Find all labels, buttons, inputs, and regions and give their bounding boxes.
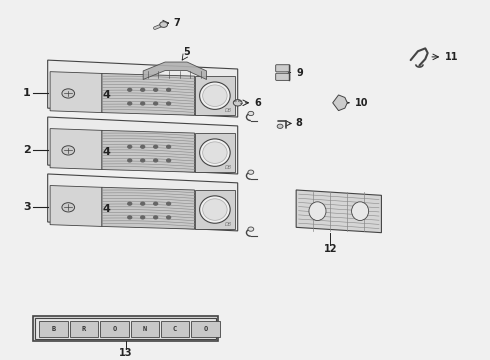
Circle shape — [248, 227, 254, 231]
Circle shape — [141, 216, 145, 219]
Bar — [35, 319, 216, 339]
Polygon shape — [333, 95, 347, 111]
Circle shape — [128, 216, 132, 219]
Polygon shape — [195, 76, 235, 115]
Text: DB: DB — [224, 165, 231, 170]
Text: 8: 8 — [295, 118, 302, 129]
Circle shape — [154, 89, 158, 91]
Circle shape — [141, 202, 145, 205]
Circle shape — [248, 170, 254, 174]
Bar — [100, 320, 128, 337]
Bar — [70, 320, 98, 337]
Circle shape — [167, 216, 171, 219]
Text: 6: 6 — [255, 98, 262, 108]
Polygon shape — [102, 130, 195, 172]
Circle shape — [154, 145, 158, 148]
Text: 13: 13 — [119, 348, 132, 357]
Polygon shape — [48, 60, 238, 117]
Text: N: N — [143, 326, 147, 332]
Text: 3: 3 — [23, 202, 30, 212]
Ellipse shape — [199, 196, 230, 223]
Circle shape — [167, 159, 171, 162]
Circle shape — [154, 216, 158, 219]
Text: 4: 4 — [102, 147, 110, 157]
FancyBboxPatch shape — [276, 65, 290, 72]
Circle shape — [128, 89, 132, 91]
Text: 5: 5 — [183, 46, 190, 57]
Polygon shape — [195, 133, 235, 172]
Ellipse shape — [352, 202, 368, 220]
Text: 12: 12 — [323, 244, 337, 254]
Ellipse shape — [309, 202, 326, 220]
Circle shape — [167, 202, 171, 205]
Text: 1: 1 — [23, 89, 30, 98]
Circle shape — [248, 111, 254, 116]
Circle shape — [128, 159, 132, 162]
Text: DB: DB — [224, 222, 231, 227]
Polygon shape — [48, 174, 238, 231]
Polygon shape — [195, 190, 235, 229]
Circle shape — [154, 159, 158, 162]
Polygon shape — [50, 72, 102, 113]
Text: R: R — [82, 326, 86, 332]
Polygon shape — [102, 73, 195, 115]
Circle shape — [62, 203, 74, 212]
Circle shape — [62, 146, 74, 155]
Text: C: C — [173, 326, 177, 332]
Text: 2: 2 — [23, 145, 30, 156]
Text: 10: 10 — [355, 98, 368, 108]
Circle shape — [167, 102, 171, 105]
Ellipse shape — [199, 139, 230, 166]
Circle shape — [141, 145, 145, 148]
Circle shape — [128, 102, 132, 105]
Bar — [39, 320, 68, 337]
FancyBboxPatch shape — [276, 73, 290, 80]
Text: O: O — [112, 326, 117, 332]
Polygon shape — [50, 129, 102, 170]
Text: 7: 7 — [173, 18, 180, 28]
Circle shape — [167, 89, 171, 91]
Bar — [161, 320, 189, 337]
Text: 4: 4 — [102, 90, 110, 100]
Circle shape — [141, 102, 145, 105]
Ellipse shape — [203, 85, 227, 107]
Text: B: B — [51, 326, 56, 332]
Ellipse shape — [199, 82, 230, 109]
Circle shape — [141, 159, 145, 162]
Circle shape — [167, 145, 171, 148]
Text: 9: 9 — [296, 68, 303, 77]
Circle shape — [277, 124, 283, 129]
Circle shape — [233, 100, 242, 106]
Polygon shape — [102, 187, 195, 229]
Text: DB: DB — [224, 108, 231, 113]
Ellipse shape — [203, 142, 227, 163]
Circle shape — [128, 145, 132, 148]
Circle shape — [160, 22, 168, 27]
Polygon shape — [50, 185, 102, 226]
Text: O: O — [203, 326, 208, 332]
Polygon shape — [48, 117, 238, 174]
Text: 4: 4 — [102, 204, 110, 214]
Circle shape — [128, 202, 132, 205]
Circle shape — [154, 202, 158, 205]
Bar — [191, 320, 220, 337]
Ellipse shape — [203, 199, 227, 220]
Bar — [33, 316, 218, 341]
Circle shape — [62, 89, 74, 98]
Circle shape — [141, 89, 145, 91]
Text: 11: 11 — [445, 52, 458, 62]
Polygon shape — [296, 190, 381, 233]
Bar — [130, 320, 159, 337]
Circle shape — [154, 102, 158, 105]
